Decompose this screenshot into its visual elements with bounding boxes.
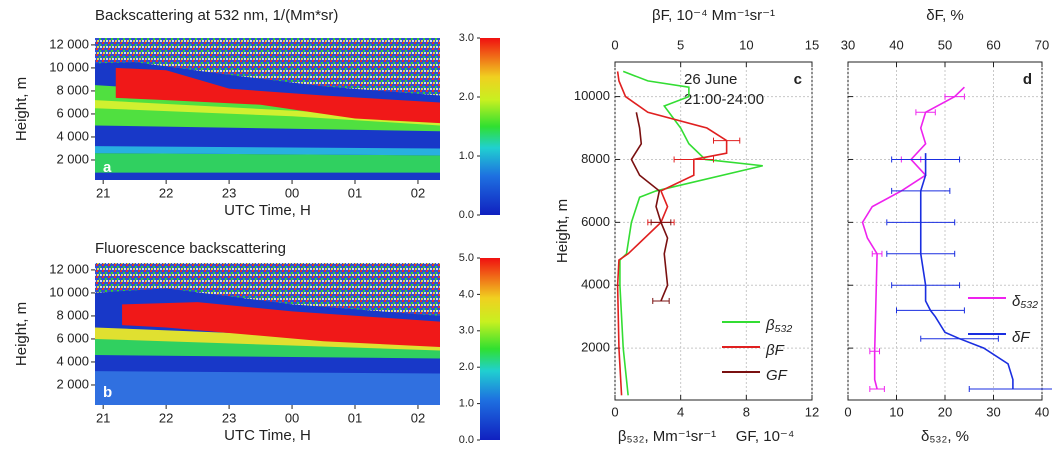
- x2-axis-label: δF, %: [926, 7, 964, 24]
- colorbar-tick-label: 2.0: [459, 91, 474, 103]
- panel-label: b: [103, 384, 112, 401]
- x-tick-label: 10: [889, 404, 903, 419]
- colorbar-tick-label: 2.0: [459, 361, 474, 373]
- y-tick-label: 4 000: [56, 353, 89, 368]
- x-axis-label: β₅₃₂, Mm⁻¹sr⁻¹: [618, 428, 716, 445]
- x2-axis-label: βF, 10⁻⁴ Mm⁻¹sr⁻¹: [652, 7, 775, 24]
- y-tick-label: 2 000: [56, 376, 89, 391]
- colorbar-tick-label: 0.0: [459, 209, 474, 221]
- x-axis-label: UTC Time, H: [224, 202, 311, 219]
- heatmap-region: [95, 153, 440, 173]
- heatmap-region: [95, 146, 440, 156]
- x-tick-label: 8: [743, 404, 750, 419]
- profile-line: [861, 86, 965, 390]
- x-tick-label: 21: [96, 185, 110, 200]
- x-tick-label: 12: [805, 404, 819, 419]
- x2-tick-label: 70: [1035, 37, 1049, 52]
- y-tick-label: 12 000: [49, 261, 89, 276]
- colorbar-tick-label: 1.0: [459, 150, 474, 162]
- panel-label: c: [794, 71, 802, 88]
- x-tick-label: 20: [938, 404, 952, 419]
- x-tick-label: 0: [611, 404, 618, 419]
- x2-tick-label: 10: [739, 37, 753, 52]
- profile-line: [630, 112, 669, 302]
- x2-tick-label: 40: [889, 37, 903, 52]
- legend-label: βF: [765, 342, 785, 359]
- y-axis-label: Height, m: [554, 199, 571, 263]
- heatmap-region: [95, 38, 440, 96]
- x-tick-label: 22: [159, 410, 173, 425]
- x-axis-label-extra: GF, 10⁻⁴: [736, 428, 795, 445]
- heatmap-region: [95, 263, 440, 316]
- x-tick-label: 0: [844, 404, 851, 419]
- x2-tick-label: 0: [611, 37, 618, 52]
- x2-tick-label: 30: [841, 37, 855, 52]
- x-tick-label: 00: [285, 185, 299, 200]
- y-tick-label: 6 000: [56, 105, 89, 120]
- heatmap-region: [95, 371, 440, 405]
- x-tick-label: 22: [159, 185, 173, 200]
- legend-label: GF: [766, 367, 788, 384]
- colorbar-tick-label: 1.0: [459, 398, 474, 410]
- x-axis-label: UTC Time, H: [224, 427, 311, 444]
- y-tick-label: 4000: [581, 277, 610, 292]
- profile-line: [616, 71, 728, 396]
- x-tick-label: 02: [411, 185, 425, 200]
- x-tick-label: 00: [285, 410, 299, 425]
- y-axis-label: Height, m: [13, 302, 30, 366]
- colorbar-tick-label: 4.0: [459, 288, 474, 300]
- panel-label: a: [103, 159, 112, 176]
- x-tick-label: 01: [348, 410, 362, 425]
- colorbar-tick-label: 0.0: [459, 434, 474, 446]
- legend-label: δ₅₃₂: [1012, 293, 1038, 310]
- annotation: 21:00-24:00: [684, 91, 764, 108]
- x2-tick-label: 5: [677, 37, 684, 52]
- y-tick-label: 10000: [574, 88, 610, 103]
- colorbar: [480, 258, 500, 440]
- y-tick-label: 8 000: [56, 307, 89, 322]
- annotation: 26 June: [684, 71, 737, 88]
- y-tick-label: 2 000: [56, 151, 89, 166]
- panel-label: d: [1023, 71, 1032, 88]
- legend-label: β₅₃₂: [765, 317, 793, 334]
- y-tick-label: 4 000: [56, 128, 89, 143]
- colorbar-tick-label: 5.0: [459, 252, 474, 264]
- y-tick-label: 6000: [581, 214, 610, 229]
- x-tick-label: 01: [348, 185, 362, 200]
- x-tick-label: 23: [222, 410, 236, 425]
- x-axis-label: δ₅₃₂, %: [921, 428, 969, 445]
- x-tick-label: 4: [677, 404, 684, 419]
- x2-tick-label: 50: [938, 37, 952, 52]
- chart-title: Backscattering at 532 nm, 1/(Mm*sr): [95, 7, 338, 24]
- x2-tick-label: 15: [805, 37, 819, 52]
- x-tick-label: 40: [1035, 404, 1049, 419]
- y-tick-label: 8 000: [56, 82, 89, 97]
- x2-tick-label: 60: [986, 37, 1000, 52]
- y-axis-label: Height, m: [13, 77, 30, 141]
- heatmap-region: [115, 67, 441, 124]
- y-tick-label: 8000: [581, 151, 610, 166]
- y-tick-label: 10 000: [49, 284, 89, 299]
- x-tick-label: 23: [222, 185, 236, 200]
- heatmap-region: [95, 100, 440, 126]
- legend-label: δF: [1012, 329, 1030, 346]
- colorbar-tick-label: 3.0: [459, 32, 474, 44]
- colorbar: [480, 38, 500, 215]
- y-tick-label: 10 000: [49, 59, 89, 74]
- y-tick-label: 6 000: [56, 330, 89, 345]
- profile-line: [619, 70, 763, 396]
- colorbar-tick-label: 3.0: [459, 325, 474, 337]
- profile-line: [919, 153, 1014, 389]
- x-tick-label: 02: [411, 410, 425, 425]
- heatmap-region: [122, 302, 440, 348]
- x-tick-label: 30: [986, 404, 1000, 419]
- y-tick-label: 2000: [581, 340, 610, 355]
- x-tick-label: 21: [96, 410, 110, 425]
- chart-title: Fluorescence backscattering: [95, 240, 286, 257]
- y-tick-label: 12 000: [49, 36, 89, 51]
- heatmap-region: [95, 327, 440, 351]
